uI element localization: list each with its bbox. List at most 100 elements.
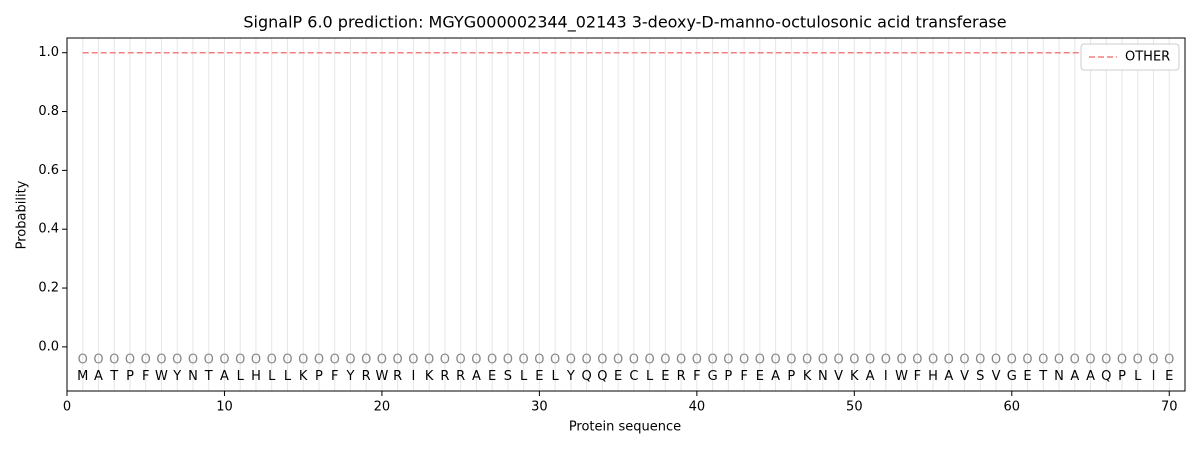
predicted-label: O — [707, 353, 717, 368]
residue: E — [535, 369, 543, 384]
residue: R — [440, 369, 449, 384]
residue: Q — [597, 369, 607, 384]
predicted-label: O — [314, 353, 324, 368]
residue: Y — [345, 369, 354, 384]
predicted-label: O — [944, 353, 954, 368]
predicted-label: O — [519, 353, 529, 368]
y-axis-label: Probability — [15, 180, 30, 249]
predicted-label: O — [298, 353, 308, 368]
x-tick-label: 0 — [63, 400, 71, 415]
predicted-label: O — [1022, 353, 1032, 368]
legend-box — [1080, 43, 1180, 71]
predicted-label: O — [1101, 353, 1111, 368]
predicted-label: O — [393, 353, 403, 368]
predicted-label: O — [959, 353, 969, 368]
residue: G — [708, 369, 718, 384]
predicted-label: O — [660, 353, 670, 368]
residue: R — [362, 369, 371, 384]
residue: P — [724, 369, 732, 384]
residue: T — [204, 369, 213, 384]
predicted-label: O — [975, 353, 985, 368]
predicted-label: O — [597, 353, 607, 368]
residue: A — [771, 369, 780, 384]
residue: W — [895, 369, 908, 384]
residue: P — [315, 369, 323, 384]
plot-frame — [66, 37, 1186, 392]
predicted-label: O — [1164, 353, 1174, 368]
residue: Y — [566, 369, 575, 384]
predicted-label: O — [534, 353, 544, 368]
predicted-label: O — [550, 353, 560, 368]
residue: W — [155, 369, 168, 384]
predicted-label: O — [786, 353, 796, 368]
predicted-label: O — [582, 353, 592, 368]
x-tick-label: 10 — [216, 400, 233, 415]
residue: G — [1007, 369, 1017, 384]
residue: A — [1086, 369, 1095, 384]
predicted-label: O — [471, 353, 481, 368]
predicted-label: O — [629, 353, 639, 368]
predicted-label: O — [566, 353, 576, 368]
legend-label: OTHER — [1125, 50, 1170, 65]
residue: C — [629, 369, 638, 384]
residue: L — [552, 369, 560, 384]
predicted-label: O — [755, 353, 765, 368]
predicted-label: O — [833, 353, 843, 368]
residue: E — [756, 369, 764, 384]
predicted-label: O — [881, 353, 891, 368]
residue: A — [944, 369, 953, 384]
predicted-label: O — [912, 353, 922, 368]
x-tick-label: 40 — [689, 400, 706, 415]
predicted-label: O — [235, 353, 245, 368]
residue: M — [77, 369, 88, 384]
y-tick-label: 0.6 — [38, 163, 59, 178]
predicted-label: O — [487, 353, 497, 368]
y-tick-label: 0.0 — [38, 339, 59, 354]
residue: F — [914, 369, 921, 384]
residue: P — [1118, 369, 1126, 384]
residue: A — [94, 369, 103, 384]
predicted-label: O — [645, 353, 655, 368]
residue: W — [375, 369, 388, 384]
residue: L — [1134, 369, 1142, 384]
residue: F — [142, 369, 149, 384]
residue: R — [677, 369, 686, 384]
predicted-label: O — [723, 353, 733, 368]
residue: A — [220, 369, 229, 384]
residue: V — [960, 369, 969, 384]
residue: I — [412, 369, 416, 384]
residue: Q — [582, 369, 592, 384]
residue: F — [331, 369, 338, 384]
predicted-label: O — [204, 353, 214, 368]
predicted-label: O — [109, 353, 119, 368]
predicted-label: O — [93, 353, 103, 368]
predicted-label: O — [408, 353, 418, 368]
residue: A — [866, 369, 875, 384]
residue: V — [834, 369, 843, 384]
predicted-label: O — [377, 353, 387, 368]
residue: V — [992, 369, 1001, 384]
residue: N — [818, 369, 828, 384]
predicted-label: O — [676, 353, 686, 368]
predicted-label: O — [172, 353, 182, 368]
y-tick-label: 0.4 — [38, 222, 59, 237]
residue: H — [251, 369, 261, 384]
residue: I — [1152, 369, 1156, 384]
predicted-label: O — [1085, 353, 1095, 368]
residue: N — [1054, 369, 1064, 384]
residue: E — [661, 369, 669, 384]
predicted-label: O — [991, 353, 1001, 368]
predicted-label: O — [1133, 353, 1143, 368]
residue: K — [299, 369, 308, 384]
x-tick-label: 60 — [1004, 400, 1021, 415]
residue: N — [188, 369, 198, 384]
predicted-label: O — [267, 353, 277, 368]
residue: Q — [1101, 369, 1111, 384]
residue: T — [1038, 369, 1047, 384]
predicted-label: O — [156, 353, 166, 368]
x-tick-label: 70 — [1161, 400, 1178, 415]
y-tick-label: 0.8 — [38, 104, 59, 119]
residue: L — [268, 369, 276, 384]
x-tick-label: 20 — [374, 400, 391, 415]
